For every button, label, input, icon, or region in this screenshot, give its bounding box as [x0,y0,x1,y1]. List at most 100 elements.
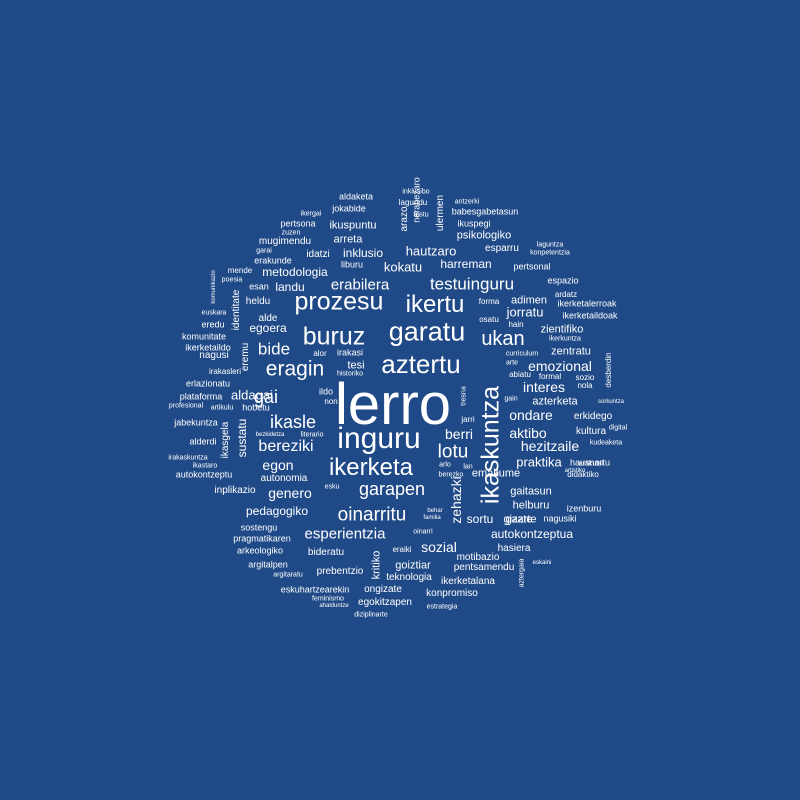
cloud-word: alor [313,349,327,358]
cloud-word: estrategia [426,603,458,611]
cloud-word: pedagogiko [245,504,309,518]
cloud-word: desberdin [604,352,613,388]
cloud-word: interes [522,379,566,395]
cloud-word: inklusio [342,246,384,260]
cloud-word: eragin [265,357,325,381]
cloud-word: inklusibo [402,188,430,196]
cloud-word: garapen [358,479,426,499]
cloud-word: ahalduntze [319,603,349,609]
cloud-word: laguntza [536,241,564,249]
cloud-word: jarri [461,415,475,424]
cloud-word: antzerki [454,198,480,206]
cloud-word: erlazionatu [185,378,231,389]
cloud-word: eskuhartzearekin [280,584,350,595]
cloud-word: abiatu [509,370,531,379]
cloud-word: jorratu [506,304,544,320]
cloud-word: literario [300,431,324,439]
cloud-word: mende [227,266,253,275]
cloud-word: feminismo [312,595,344,603]
cloud-word: artikulu [210,404,234,412]
cloud-word: poesia [221,276,243,284]
cloud-word: zientifiko [540,323,584,336]
cloud-word: motibazio [456,552,500,563]
cloud-word: irakaskuntza [168,454,208,462]
cloud-word: konpromiso [426,588,478,599]
cloud-word: ukan [481,328,525,350]
cloud-word: arlo [439,461,451,469]
cloud-word: identitate [231,289,242,331]
cloud-word: didaktiko [567,470,599,479]
cloud-word: lotu [437,441,469,463]
cloud-word: inplikazio [214,485,256,496]
cloud-word: nagusiki [543,513,577,524]
cloud-word: esan [249,281,269,292]
cloud-word: alderdi [189,436,217,447]
cloud-word: alde [258,313,278,324]
cloud-word: oinarri [413,528,433,536]
cloud-word: goiztiar [395,559,431,572]
cloud-word: gai [253,387,279,407]
cloud-word: heldu [245,296,271,307]
cloud-word: ardatz [554,290,578,299]
cloud-word: aktibo [509,425,547,441]
cloud-word: lagundu [398,198,428,207]
cloud-word: ikaskuntza [476,385,505,505]
cloud-word: gizarte [503,513,537,526]
cloud-word: pertsonal [513,261,551,272]
cloud-word: espazio [547,275,579,286]
cloud-word: ildo [318,386,334,397]
cloud-word: bereziki [258,438,314,455]
cloud-word: forma [478,297,500,306]
cloud-word: egoera [249,321,287,335]
cloud-word: komunitate [181,331,227,342]
cloud-word: zentratu [551,345,591,358]
cloud-word: sozio [575,373,595,382]
cloud-word: garai [256,247,272,255]
cloud-word: ikerketalerroak [557,298,617,309]
cloud-word: hausnartu [569,457,611,468]
cloud-word: ikasgela [220,421,231,459]
cloud-word: kultura [575,426,607,437]
cloud-word: autokontzeptua [490,527,574,541]
cloud-word: bezkidetza [255,432,285,438]
cloud-word: testuinguru [429,274,515,294]
cloud-word: hautzaro [405,243,457,259]
cloud-word: pentsamendu [453,562,515,573]
cloud-word: egon [262,457,294,473]
cloud-word: buruz [302,322,366,351]
cloud-word: autokontzeptu [175,469,233,480]
cloud-word: gain [504,395,518,403]
cloud-word: izenburu [566,503,602,514]
cloud-word: gazte [505,513,533,526]
cloud-word: ulermen [435,194,446,232]
cloud-word: babesgabetasun [451,206,519,217]
cloud-word: berri [444,426,474,442]
cloud-word: jabekuntza [174,417,218,428]
cloud-word: landu [275,280,305,294]
cloud-word: sortu [466,512,494,526]
cloud-word: diziplinarte [354,611,388,619]
cloud-word: nola [577,381,593,390]
cloud-word: ondare [509,407,553,423]
cloud-word: emakume [471,467,521,480]
cloud-word: ikastaro [192,462,218,470]
cloud-word: ikerketaildoak [562,310,618,321]
cloud-word: azterketa [532,395,578,408]
cloud-word: aldaketa [338,191,374,202]
cloud-word: genero [268,485,312,501]
cloud-word: familia [423,515,441,521]
cloud-word: lerro [334,372,452,437]
cloud-word: psikologiko [456,229,512,242]
cloud-word: kritiko [370,550,383,580]
cloud-word: non [324,397,338,406]
cloud-word: eraiki [392,545,412,554]
cloud-word: prozesu [294,287,384,316]
cloud-word: erkidego [573,411,613,422]
cloud-word: pertsona [280,218,316,229]
cloud-word: esku [324,483,340,491]
cloud-word: curriculum [505,350,539,358]
cloud-word: sozial [421,539,457,555]
cloud-word: ongizate [364,584,402,595]
cloud-word: ikerkuntza [549,335,581,343]
